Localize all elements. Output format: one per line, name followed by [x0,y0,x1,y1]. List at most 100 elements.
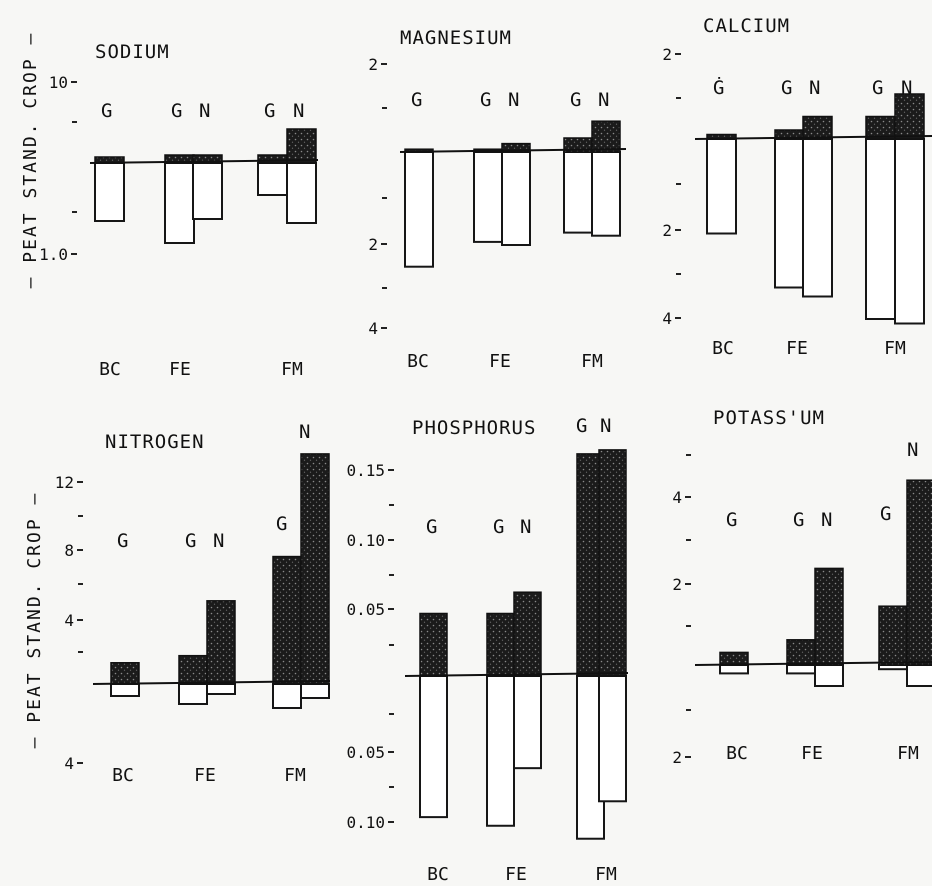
y-tick-label: 0.05 [346,600,385,619]
y-tick-label: 1.0 [39,245,68,264]
y-tick-label: 0.15 [346,461,385,480]
y-tick-label: 2 [672,575,682,594]
baseline [694,135,932,140]
bar-stand-crop [286,162,317,224]
y-tick-label: 12 [55,473,74,492]
bar-stand-crop [774,138,805,289]
bar-peat [719,651,749,666]
y-tick-label: 2 [368,55,378,74]
panel-title: CALCIUM [703,15,790,37]
bar-peat [419,612,448,677]
group-letter: N [901,77,912,99]
bar-peat [300,453,330,685]
bar-peat [272,555,302,685]
group-letter: G [411,89,422,111]
y-tick-label: 2 [672,748,682,767]
group-letter: N [600,415,611,437]
category-label-fe: FE [505,864,527,885]
bar-peat [906,479,932,666]
bar-peat [513,591,542,677]
bar-stand-crop [786,664,816,675]
group-letter: N [508,89,519,111]
group-letter: G [493,516,504,538]
y-tick-label: 0.05 [346,743,385,762]
category-label-fm: FM [284,765,306,786]
bar-stand-crop [865,138,896,320]
group-letter: N [299,421,310,443]
group-letter: G [185,530,196,552]
bar-stand-crop [404,151,434,268]
category-label-bc: BC [427,864,449,885]
y-tick-label: 0.10 [346,813,385,832]
bar-stand-crop [719,664,749,675]
group-letter: G [117,530,128,552]
baseline [89,159,319,164]
panel-title: POTASS'UM [713,407,825,429]
y-tick-label: 8 [64,541,74,560]
y-tick-label: 4 [64,754,74,773]
bar-peat [878,605,908,666]
category-label-fe: FE [786,338,808,359]
baseline [404,672,629,677]
baseline [399,148,627,153]
panel-title: MAGNESIUM [400,27,512,49]
bar-peat [178,654,208,685]
bar-stand-crop [300,683,330,699]
group-letter: N [821,509,832,531]
baseline [694,661,932,666]
bar-stand-crop [192,162,223,220]
group-letter: G [480,89,491,111]
bar-peat [814,567,844,666]
bar-stand-crop [894,138,925,325]
bar-peat [591,120,621,153]
category-label-fm: FM [581,351,603,372]
bar-peat [257,154,288,164]
group-letter: G [276,513,287,535]
y-tick-label: 2 [662,45,672,64]
y-axis-label-bottom: — PEAT STAND. CROP — [24,492,45,749]
bar-peat [894,93,925,140]
category-label-bc: BC [712,338,734,359]
bar-peat [486,612,515,677]
y-tick-label: 2 [368,235,378,254]
group-letter: N [520,516,531,538]
category-label-fm: FM [884,338,906,359]
bar-peat [110,662,140,685]
bar-stand-crop [94,162,125,222]
category-label-fm: FM [281,359,303,380]
bar-stand-crop [598,675,627,803]
y-tick-label: 4 [662,309,672,328]
bar-peat [206,600,236,685]
group-letter: G [264,100,275,122]
bar-stand-crop [110,683,140,697]
bar-peat [802,115,833,140]
bar-peat [192,154,223,164]
bar-stand-crop [501,151,531,246]
y-tick-label: 4 [672,488,682,507]
bar-stand-crop [591,151,621,237]
category-label-bc: BC [726,743,748,764]
bar-stand-crop [164,162,195,244]
category-label-fe: FE [801,743,823,764]
bar-stand-crop [706,138,737,235]
bar-stand-crop [906,664,932,687]
baseline [92,680,331,685]
group-letter: N [907,439,918,461]
group-letter: G [171,100,182,122]
y-tick-label: 0.10 [346,531,385,550]
bar-stand-crop [486,675,515,827]
bar-stand-crop [513,675,542,770]
panel-title: SODIUM [95,41,170,63]
y-tick-label: 4 [64,611,74,630]
category-label-fe: FE [194,765,216,786]
panel-title: PHOSPHORUS [412,417,536,439]
group-letter: G [101,100,112,122]
bar-stand-crop [206,683,236,695]
group-letter: Ġ [713,76,724,99]
bar-stand-crop [802,138,833,298]
